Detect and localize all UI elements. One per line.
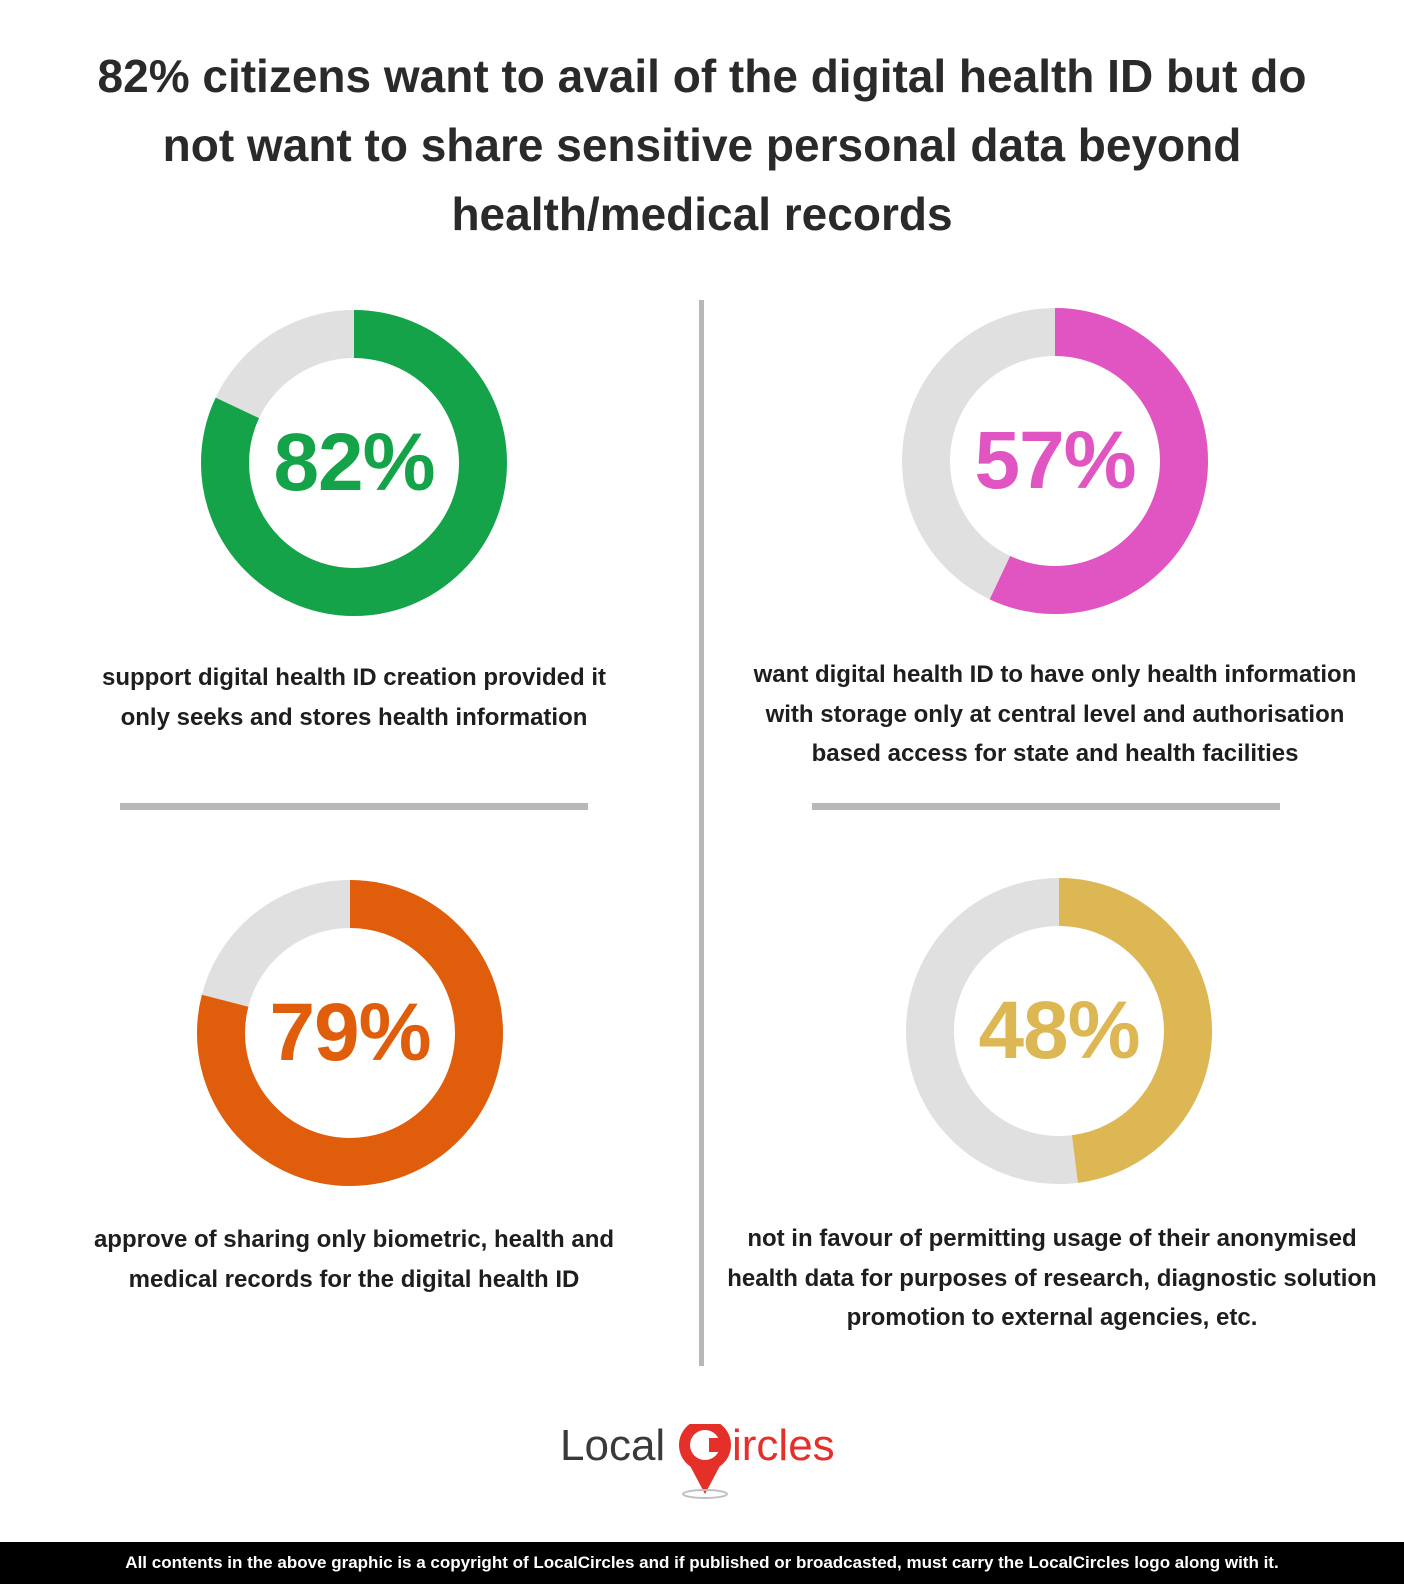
donut-chart-1-svg [201,310,507,616]
copyright-footer: All contents in the above graphic is a c… [0,1542,1404,1584]
donut-2-value-arc [902,308,1208,614]
horizontal-divider-right [812,803,1280,810]
donut-1-percent-label: 82% [273,417,435,508]
donut-4-percent-label: 48% [978,985,1140,1076]
donut-chart-2: 57% [900,306,1210,616]
donut-4-value-arc [906,878,1212,1184]
donut-chart-3: 79% [195,878,505,1188]
donut-chart-2-svg [902,308,1208,614]
donut-2-percent-label: 57% [974,415,1136,506]
donut-3-percent-label: 79% [269,987,431,1078]
localcircles-logo: Local ircles [560,1419,850,1504]
logo-text-right: ircles [732,1424,835,1470]
donut-chart-1: 82% [199,308,509,618]
donut-3-value-arc [197,880,503,1186]
donut-chart-4-svg [906,878,1212,1184]
logo-pin-icon [679,1419,731,1499]
logo-svg: Local ircles [560,1419,835,1499]
donut-3-description: approve of sharing only biometric, healt… [93,1226,615,1293]
donut-1-value-arc [201,310,507,616]
donut-chart-3-svg [197,880,503,1186]
donut-4-description: not in favour of permitting usage of the… [727,1225,1377,1331]
horizontal-divider-left [120,803,588,810]
donut-chart-4: 48% [904,876,1214,1186]
vertical-divider [699,300,704,1366]
donut-1-description: support digital health ID creation provi… [101,664,607,731]
donut-2-description: want digital health ID to have only heal… [753,661,1357,767]
logo-text-left: Local [560,1424,665,1470]
page-title: 82% citizens want to avail of the digita… [97,50,1307,240]
